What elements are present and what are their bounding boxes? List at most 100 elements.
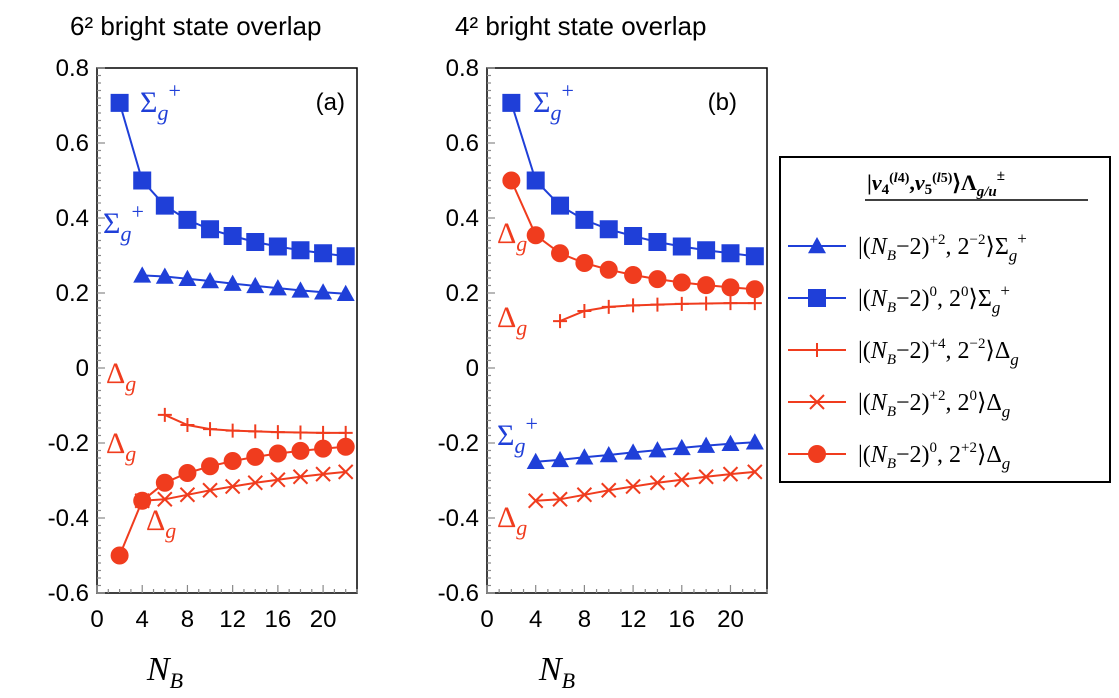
panel-a-label: (a) (316, 89, 345, 116)
data-point (291, 281, 310, 298)
series-square (502, 93, 764, 266)
data-point (270, 425, 285, 440)
y-tick-label: 0.2 (56, 280, 89, 307)
data-point (338, 425, 353, 440)
x-tick-label: 12 (620, 606, 647, 633)
y-tick-label: 0.4 (56, 205, 89, 232)
x-tick-label: 8 (578, 606, 591, 633)
data-point (291, 241, 310, 260)
data-point (268, 237, 287, 256)
panel-a-anno-delta-3: Δg (146, 504, 176, 543)
data-point (201, 457, 220, 476)
series-plus (157, 407, 353, 440)
data-point (624, 443, 643, 460)
series-plus (553, 296, 762, 329)
panel-b-xlabel: NB (538, 651, 575, 693)
data-point (223, 227, 242, 245)
legend-item: |(NB−2)+4, 2−2⟩Δg (788, 336, 1019, 369)
data-point (246, 233, 265, 251)
x-tick-label: 4 (529, 606, 542, 633)
panel-a-anno-sigma-top: Σg+ (140, 78, 181, 125)
data-point (697, 276, 716, 295)
y-tick-label: 0.8 (56, 55, 89, 82)
x-tick-label: 12 (219, 606, 246, 633)
data-point (648, 270, 667, 289)
data-point (577, 304, 592, 318)
series-line (142, 470, 346, 502)
series-circle (502, 171, 764, 299)
data-point (601, 299, 616, 314)
data-point (599, 260, 618, 279)
panel-b-label: (b) (708, 89, 737, 116)
data-point (526, 226, 545, 245)
data-point (133, 266, 152, 283)
data-point (650, 297, 665, 312)
data-point (315, 466, 331, 482)
legend-swatch-marker (808, 445, 826, 463)
legend-swatch-marker (808, 289, 826, 307)
series-circle (110, 437, 355, 565)
data-point (246, 276, 265, 294)
panel-b-anno-delta-1: Δg (497, 217, 527, 256)
data-point (155, 473, 174, 492)
data-point (157, 491, 173, 507)
legend-label: |(NB−2)0, 2+2⟩Δg (858, 440, 1010, 473)
legend-item: |(NB−2)+2, 2−2⟩Σg+ (788, 229, 1027, 265)
data-point (722, 466, 739, 482)
data-point (178, 210, 197, 229)
panel-b: 4² bright state overlap 0.80.60.40.20-0.… (438, 11, 768, 693)
data-point (178, 464, 197, 482)
data-point (721, 278, 740, 297)
legend-item: |(NB−2)0, 20⟩Σg+ (788, 281, 1010, 317)
data-point (268, 444, 287, 463)
data-point (672, 438, 691, 456)
data-point (270, 472, 286, 488)
data-point (601, 482, 617, 498)
data-point (155, 196, 174, 215)
legend-swatch-marker (810, 343, 824, 357)
panel-b-title: 4² bright state overlap (455, 11, 706, 41)
data-point (745, 433, 764, 450)
x-tick-label: 8 (181, 606, 194, 633)
legend-box (779, 156, 1111, 483)
panelB-plot-frame (486, 67, 768, 594)
data-point (648, 233, 667, 251)
series-line (142, 274, 346, 295)
data-point (625, 478, 641, 495)
series-cross (134, 464, 354, 509)
data-point (526, 452, 545, 469)
y-tick-label: -0.4 (438, 505, 479, 532)
series-line (535, 441, 755, 463)
data-point (336, 247, 355, 266)
legend-item: |(NB−2)0, 2+2⟩Δg (788, 440, 1010, 473)
y-tick-label: -0.4 (48, 505, 89, 532)
data-point (551, 244, 570, 263)
data-point (551, 450, 570, 468)
panel-a-xlabel: NB (146, 651, 183, 693)
x-tick-label: 4 (136, 606, 149, 633)
data-point (575, 254, 594, 272)
data-point (223, 274, 242, 291)
data-point (179, 487, 196, 503)
series-triangle (526, 433, 764, 469)
data-point (248, 424, 263, 439)
data-point (201, 220, 220, 239)
data-point (110, 93, 129, 112)
data-point (203, 422, 218, 437)
data-point (698, 469, 714, 485)
data-point (699, 296, 714, 311)
legend-label: |(NB−2)0, 20⟩Σg+ (858, 281, 1010, 317)
data-point (649, 475, 666, 491)
x-tick-label: 0 (480, 606, 493, 633)
data-point (747, 464, 763, 480)
data-point (157, 407, 172, 422)
panel-a-anno-delta-1: Δg (106, 357, 136, 396)
data-point (697, 241, 716, 260)
y-tick-label: 0 (466, 355, 479, 382)
data-point (674, 472, 690, 488)
panel-a-title: 6² bright state overlap (70, 11, 321, 41)
data-point (201, 272, 220, 289)
data-point (599, 446, 618, 463)
data-point (336, 437, 355, 456)
